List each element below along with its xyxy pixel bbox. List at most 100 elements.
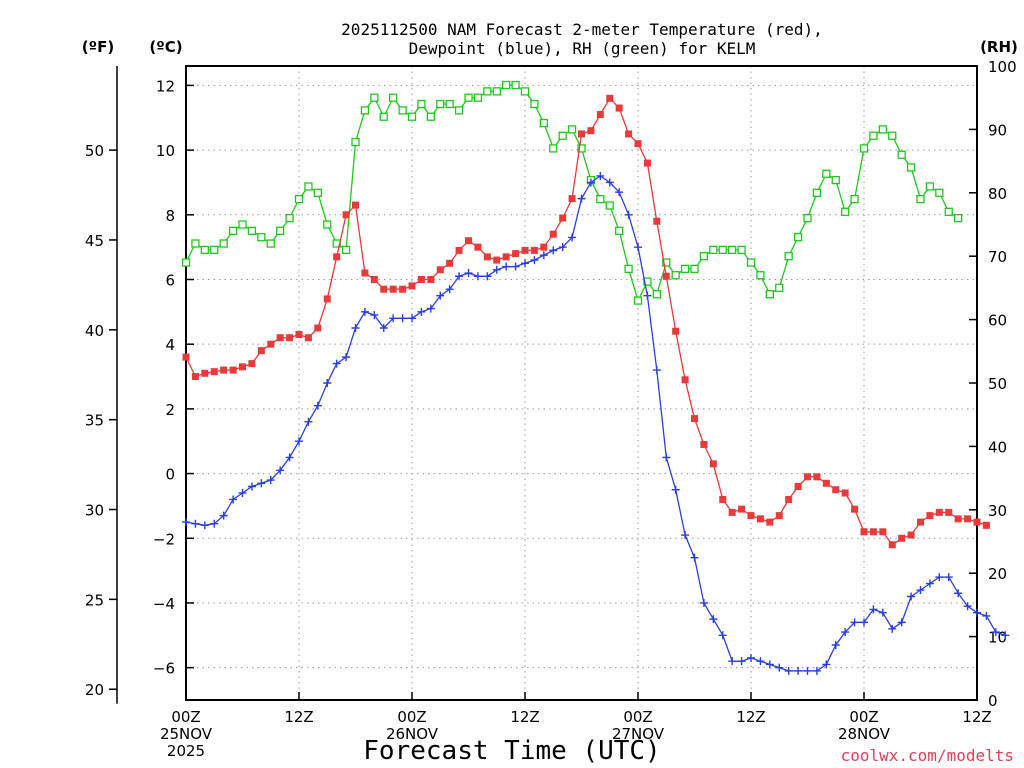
temperature-point (182, 353, 190, 361)
dewpoint-point (351, 324, 360, 333)
temperature-point (389, 285, 397, 293)
temperature-point (370, 275, 378, 283)
chart-title: 2025112500 NAM Forecast 2-meter Temperat… (341, 20, 823, 58)
temperature-point (474, 243, 482, 251)
dewpoint-point (718, 631, 727, 640)
rh-point (709, 245, 718, 255)
celsius-tick-label: −4 (153, 595, 175, 613)
rh-tick-label: 30 (988, 502, 1007, 520)
dewpoint-point (473, 272, 482, 281)
rh-series (181, 80, 963, 305)
dewpoint-point (973, 608, 981, 617)
temperature-point (794, 483, 802, 491)
temperature-point (568, 195, 576, 203)
dewpoint-point (944, 573, 953, 582)
rh-point (483, 87, 492, 96)
dewpoint-point (568, 233, 577, 242)
temperature-point (738, 505, 746, 513)
celsius-tick-label: 6 (165, 271, 175, 289)
dewpoint-point (464, 269, 473, 278)
temperature-point (191, 373, 199, 381)
temperature-point (239, 363, 246, 371)
rh-point (690, 264, 699, 274)
rh-tick-label: 70 (988, 248, 1007, 266)
rh-point (652, 290, 661, 299)
dewpoint-point (332, 359, 341, 368)
rh-unit-label: (RH) (980, 38, 1018, 56)
dewpoint-point (389, 314, 398, 323)
temperature-point (625, 130, 633, 138)
temperature-point (728, 508, 736, 516)
dewpoint-point (935, 573, 944, 582)
rh-point (313, 188, 322, 197)
rh-point (916, 194, 925, 204)
dewpoint-point (634, 243, 642, 252)
temperature-point (417, 275, 425, 283)
dewpoint-point (342, 353, 351, 362)
celsius-axis: −6 −4 −2 0 2 4 6 8 10 12 (153, 77, 194, 678)
temperature-point (210, 368, 218, 376)
temperature-point (201, 369, 209, 377)
dewpoint-point (483, 272, 492, 281)
dewpoint-point (624, 210, 633, 219)
dewpoint-point (925, 579, 934, 588)
celsius-unit-label: (ºC) (149, 38, 182, 56)
temperature-point (945, 508, 953, 516)
rh-point (897, 150, 906, 159)
dewpoint-point (775, 663, 784, 672)
rh-point (228, 226, 238, 235)
temperature-point (465, 237, 472, 245)
dewpoint-point (869, 605, 878, 614)
temperature-point (964, 515, 972, 523)
dewpoint-point (238, 488, 247, 497)
dewpoint-point (737, 657, 746, 666)
time-tick-label: 25NOV (160, 725, 213, 743)
rh-point (210, 245, 219, 255)
dewpoint-point (850, 618, 859, 627)
temperature-point (512, 250, 520, 258)
rh-point (784, 252, 793, 261)
dewpoint-point (991, 628, 1000, 637)
dewpoint-point (888, 624, 897, 633)
temperature-point (785, 495, 793, 503)
dewpoint-point (652, 366, 661, 375)
dewpoint-point (831, 641, 840, 650)
dewpoint-point (897, 618, 906, 627)
temperature-point (672, 327, 680, 335)
rh-point (567, 125, 577, 134)
temperature-point (860, 528, 868, 536)
rh-point (558, 131, 567, 140)
rh-point (699, 252, 709, 261)
dewpoint-point (398, 314, 407, 323)
temperature-point (841, 489, 849, 497)
rh-point (464, 93, 473, 102)
dewpoint-point (408, 314, 416, 323)
rh-point (615, 226, 624, 235)
rh-line (185, 84, 959, 303)
chart-title-line-2: Dewpoint (blue), RH (green) for KELM (409, 39, 756, 58)
temperature-point (502, 253, 510, 261)
rh-point (831, 175, 840, 185)
temperature-point (653, 217, 661, 225)
temperature-point (540, 243, 548, 251)
temperature-point (248, 360, 256, 368)
temperature-point (304, 334, 312, 342)
rh-point (728, 245, 737, 255)
dewpoint-point (549, 246, 558, 255)
rh-point (822, 169, 831, 178)
rh-point (436, 99, 445, 109)
rh-point (925, 182, 935, 191)
rh-point (680, 264, 690, 274)
temperature-point (333, 253, 341, 261)
dewpoint-point (285, 453, 294, 462)
temperature-point (851, 505, 859, 513)
rh-point (276, 226, 285, 235)
dewpoint-line (185, 175, 1006, 672)
time-tick-label: 28NOV (838, 725, 891, 743)
dewpoint-point (803, 666, 812, 675)
rh-tick-label: 20 (988, 565, 1007, 583)
rh-point (530, 99, 539, 109)
rh-point (323, 220, 332, 229)
temperature-point (276, 334, 284, 342)
temperature-point (756, 515, 764, 523)
